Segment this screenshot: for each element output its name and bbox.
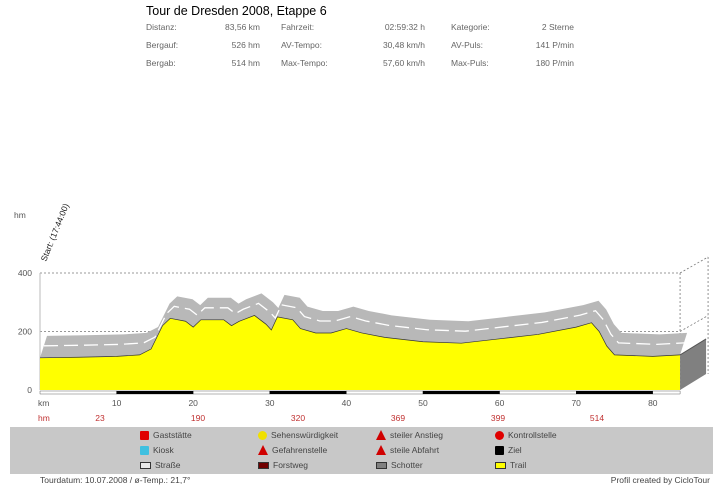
hm-row-value: 190	[191, 413, 205, 423]
steep-climb-icon	[376, 430, 386, 440]
hm-row-value: 369	[391, 413, 405, 423]
x-tick-label: 30	[265, 398, 275, 408]
x-tick-label: 70	[571, 398, 581, 408]
footer-tour-date: Tourdatum: 10.07.2008 / ø-Temp.: 21,7°	[40, 475, 191, 485]
legend-label: Ziel	[508, 445, 522, 455]
smiley-icon	[258, 430, 267, 440]
forest-road-icon	[258, 461, 269, 469]
hm-row-value: 514	[590, 413, 604, 423]
legend-label: Kiosk	[153, 445, 174, 455]
legend-label: Trail	[510, 460, 527, 470]
stat-label: Bergauf:	[146, 40, 179, 50]
surface-bar-segment	[116, 390, 194, 395]
y-tick-label: 200	[18, 327, 32, 337]
chart-title: Tour de Dresden 2008, Etappe 6	[146, 4, 327, 18]
legend-label: Forstweg	[273, 460, 308, 470]
stat-label: AV-Puls:	[451, 40, 483, 50]
legend-item: steile Abfahrt	[376, 445, 439, 455]
elevation-line	[39, 315, 681, 359]
legend-item: Kontrollstelle	[495, 430, 557, 440]
finish-flag-icon	[495, 445, 504, 455]
stat-label: Bergab:	[146, 58, 176, 68]
stat-label: Kategorie:	[451, 22, 490, 32]
steep-descent-icon	[376, 445, 386, 455]
y-tick-label: 0	[27, 385, 32, 395]
elevation-area	[40, 315, 681, 390]
legend-label: Sehenswürdigkeit	[271, 430, 339, 440]
hm-row-value: 23	[95, 413, 105, 423]
stat-value: 02:59:32 h	[384, 22, 425, 32]
legend-item: Gaststätte	[140, 430, 192, 440]
gridline-3d	[679, 256, 709, 274]
profile-end-edge	[679, 338, 707, 356]
restaurant-icon	[140, 430, 149, 440]
warning-icon	[258, 445, 268, 455]
y-tick-label: 400	[18, 268, 32, 278]
stat-value: 2 Sterne	[541, 22, 574, 32]
legend-item: Trail	[495, 460, 526, 470]
gravel-icon	[376, 461, 387, 469]
legend-item: Kiosk	[140, 445, 174, 455]
y-axis-label: hm	[14, 210, 26, 220]
legend-label: Gaststätte	[153, 430, 192, 440]
stat-label: Max-Puls:	[451, 58, 489, 68]
stat-value: 30,48 km/h	[382, 40, 425, 50]
stat-value: 83,56 km	[225, 22, 260, 32]
x-tick-label: 40	[342, 398, 352, 408]
surface-bar-segment	[346, 390, 424, 395]
x-tick-label: 20	[188, 398, 198, 408]
surface-bar-segment	[193, 390, 270, 395]
legend-item: steiler Anstieg	[376, 430, 443, 440]
x-tick-label: 60	[495, 398, 505, 408]
x-axis-label: km	[38, 398, 49, 408]
stat-value: 180 P/min	[535, 58, 574, 68]
gridline-3d	[679, 315, 709, 332]
surface-bar-segment	[39, 390, 117, 395]
kiosk-icon	[140, 445, 149, 455]
stat-label: Max-Tempo:	[281, 58, 328, 68]
stat-value: 526 hm	[231, 40, 260, 50]
stat-label: AV-Tempo:	[281, 40, 322, 50]
surface-bar-segment	[422, 390, 500, 395]
stat-value: 141 P/min	[535, 40, 574, 50]
stat-value: 57,60 km/h	[382, 58, 425, 68]
legend-label: Schotter	[391, 460, 423, 470]
surface-bar-segment	[576, 390, 653, 395]
legend-item: Gefahrenstelle	[258, 445, 327, 455]
legend-label: Straße	[155, 460, 181, 470]
legend-item: Forstweg	[258, 460, 308, 470]
legend: Gaststätte Sehenswürdigkeit steiler Anstie…	[10, 427, 713, 474]
start-label: Start: (17:44:00)	[39, 202, 71, 263]
hm-row-value: 320	[291, 413, 305, 423]
stat-label: Distanz:	[146, 22, 177, 32]
legend-item: Ziel	[495, 445, 522, 455]
x-tick-label: 50	[418, 398, 428, 408]
legend-label: steile Abfahrt	[390, 445, 440, 455]
profile-end-face	[680, 338, 707, 390]
legend-label: Gefahrenstelle	[272, 445, 328, 455]
elevation-profile-chart: 0 200 400 hm Start: (17:44:00) km 10 20 30 40 50 60…	[14, 202, 709, 423]
hm-row-value: 399	[491, 413, 505, 423]
legend-item: Schotter	[376, 460, 423, 470]
stop-icon	[495, 430, 504, 440]
terrain-3d-band	[40, 293, 688, 358]
surface-bar-segment	[499, 390, 577, 395]
road-line	[43, 302, 685, 347]
stat-value: 514 hm	[231, 58, 260, 68]
legend-item: Straße	[140, 460, 181, 470]
trail-icon	[495, 461, 506, 469]
footer-credit: Profil created by CicloTour	[610, 475, 710, 485]
legend-item: Sehenswürdigkeit	[258, 430, 338, 440]
stat-label: Fahrzeit:	[281, 22, 315, 32]
x-tick-label: 10	[112, 398, 122, 408]
road-icon	[140, 461, 151, 469]
legend-label: steiler Anstieg	[390, 430, 443, 440]
x-tick-label: 80	[648, 398, 658, 408]
surface-bar-segment	[269, 390, 347, 395]
legend-label: Kontrollstelle	[508, 430, 557, 440]
hm-row-label: hm	[38, 413, 50, 423]
surface-bar-segment	[652, 390, 681, 395]
